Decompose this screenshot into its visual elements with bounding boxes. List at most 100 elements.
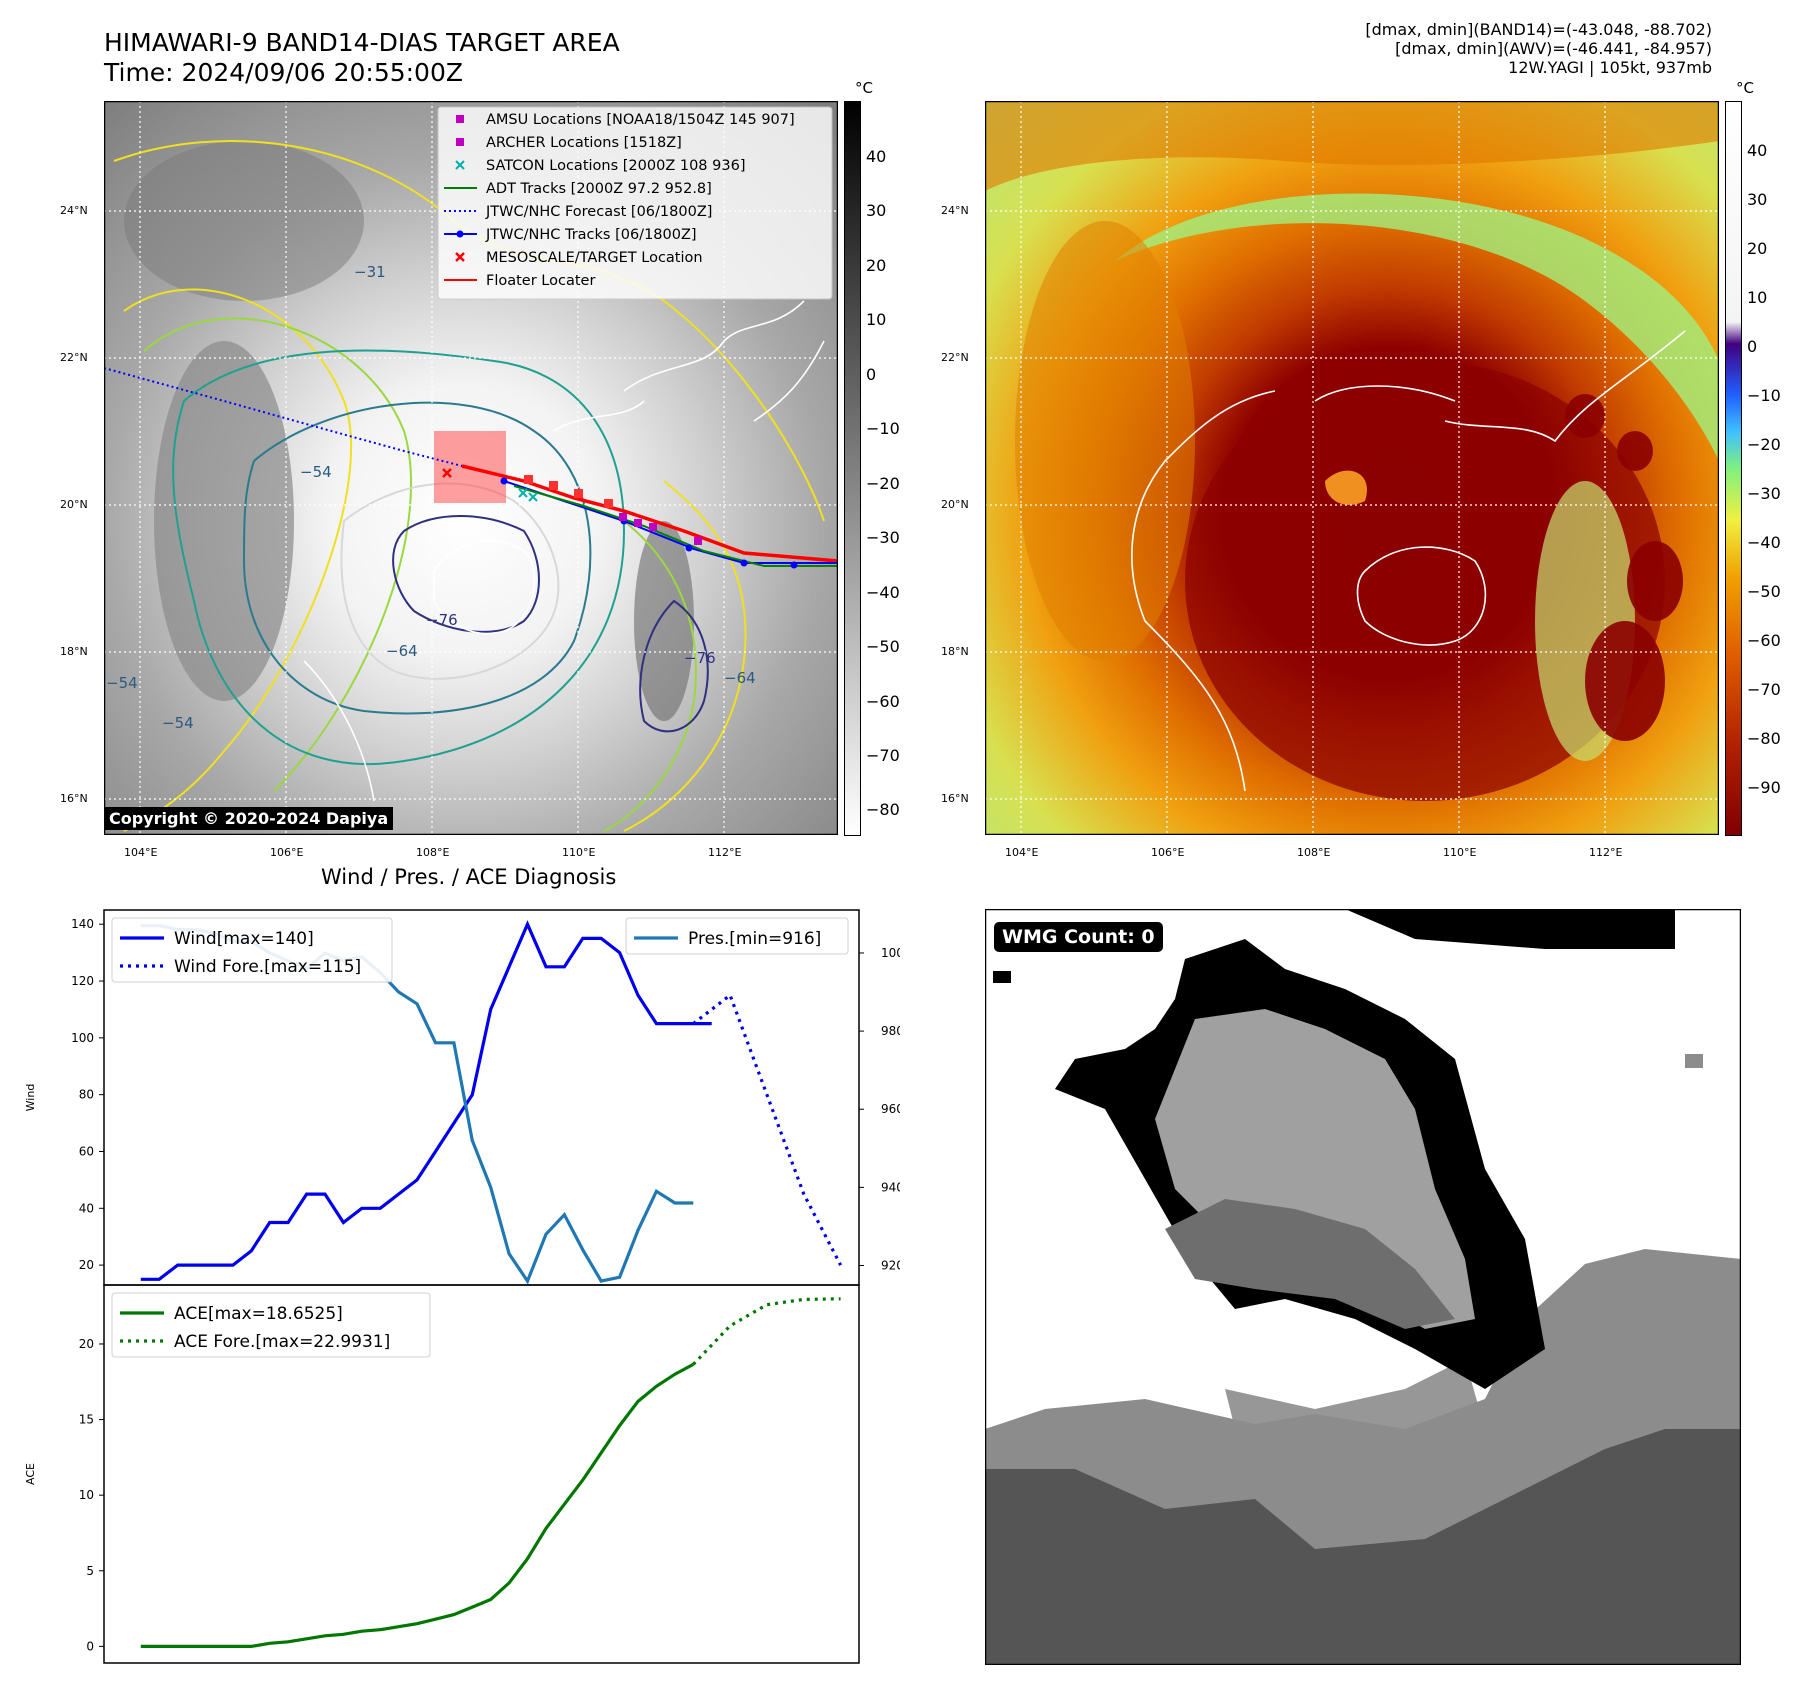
colorbar-tick: 10 bbox=[1747, 288, 1768, 307]
time-line: Time: 2024/09/06 20:55:00Z bbox=[104, 58, 463, 87]
diagnosis-title: Wind / Pres. / ACE Diagnosis bbox=[321, 865, 617, 889]
stats-line-1: [dmax, dmin](BAND14)=(-43.048, -88.702) bbox=[1365, 20, 1712, 39]
lon-tick: 112°E bbox=[1589, 846, 1623, 859]
colorbar-tick: 40 bbox=[866, 147, 887, 166]
colorbar-tick: 20 bbox=[866, 256, 887, 275]
colorbar-tick: −60 bbox=[1747, 631, 1781, 650]
lat-tick: 18°N bbox=[60, 645, 88, 658]
y-tick-label: 40 bbox=[79, 1201, 94, 1215]
series-line bbox=[692, 992, 843, 1266]
legend-label: ACE[max=18.6525] bbox=[174, 1304, 343, 1324]
lon-tick: 104°E bbox=[124, 846, 158, 859]
colorbar-tick: 0 bbox=[866, 365, 877, 384]
lon-tick: 110°E bbox=[562, 846, 596, 859]
colorbar-tick: 40 bbox=[1747, 141, 1768, 160]
stats-block: [dmax, dmin](BAND14)=(-43.048, -88.702) … bbox=[1365, 20, 1712, 77]
series-line bbox=[140, 920, 712, 1281]
colorbar-tick: −30 bbox=[866, 528, 900, 547]
lat-tick: 22°N bbox=[941, 351, 969, 364]
y-tick-label: 20 bbox=[79, 1258, 94, 1272]
lon-tick: 106°E bbox=[270, 846, 304, 859]
legend-entry: JTWC/NHC Forecast [06/1800Z] bbox=[485, 204, 712, 220]
colorbar-tick: −90 bbox=[1747, 778, 1781, 797]
lon-tick: 110°E bbox=[1443, 846, 1477, 859]
y-axis-label: Wind bbox=[24, 1084, 37, 1112]
lat-tick: 16°N bbox=[60, 792, 88, 805]
lat-tick: 16°N bbox=[941, 792, 969, 805]
colorbar-tick: 30 bbox=[1747, 190, 1768, 209]
contour-label: −76 bbox=[684, 649, 716, 667]
y2-tick-label: 940 bbox=[881, 1180, 900, 1194]
lat-tick: 18°N bbox=[941, 645, 969, 658]
y-tick-label: 5 bbox=[86, 1564, 94, 1578]
contour-label: −54 bbox=[300, 463, 332, 481]
legend-box bbox=[111, 1292, 431, 1358]
diagnosis-chart: 20406080100120140Wind9209409609801000Pre… bbox=[24, 909, 900, 1664]
lat-tick: 22°N bbox=[60, 351, 88, 364]
plot-frame bbox=[103, 1284, 860, 1664]
lon-tick: 108°E bbox=[1297, 846, 1331, 859]
ir-map-right bbox=[985, 101, 1719, 835]
colorbar-tick: 20 bbox=[1747, 239, 1768, 258]
y2-tick-label: 960 bbox=[881, 1102, 900, 1116]
colorbar-tick: −10 bbox=[1747, 386, 1781, 405]
legend-label: ACE Fore.[max=22.9931] bbox=[174, 1332, 390, 1352]
y-tick-label: 60 bbox=[79, 1144, 94, 1158]
color-colorbar bbox=[1725, 101, 1742, 836]
colorbar-tick: −70 bbox=[1747, 680, 1781, 699]
legend-entry: SATCON Locations [2000Z 108 936] bbox=[486, 158, 745, 174]
colorbar-tick: −50 bbox=[866, 637, 900, 656]
wmg-panel bbox=[985, 909, 1741, 1665]
legend-entry: JTWC/NHC Tracks [06/1800Z] bbox=[485, 227, 697, 243]
map-legend bbox=[437, 106, 833, 300]
legend-entry: AMSU Locations [NOAA18/1504Z 145 907] bbox=[486, 112, 795, 128]
lat-tick: 20°N bbox=[60, 498, 88, 511]
title-line: HIMAWARI-9 BAND14-DIAS TARGET AREA bbox=[104, 28, 620, 57]
colorbar-tick: −20 bbox=[1747, 435, 1781, 454]
copyright-badge: Copyright © 2020-2024 Dapiya bbox=[104, 807, 394, 830]
colorbar-unit: °C bbox=[1736, 79, 1754, 97]
series-line bbox=[692, 1297, 841, 1366]
colorbar-tick: −40 bbox=[866, 583, 900, 602]
colorbar-tick: −60 bbox=[866, 692, 900, 711]
y-tick-label: 120 bbox=[71, 974, 94, 988]
gray-colorbar bbox=[844, 101, 861, 836]
chart-title: HIMAWARI-9 BAND14-DIAS TARGET AREA Time:… bbox=[104, 28, 620, 88]
legend-entry: ADT Tracks [2000Z 97.2 952.8] bbox=[486, 181, 712, 197]
contour-label: −31 bbox=[354, 263, 386, 281]
stats-line-2: [dmax, dmin](AWV)=(-46.441, -84.957) bbox=[1395, 39, 1712, 58]
contour-label: −64 bbox=[386, 642, 418, 660]
colorbar-tick: −10 bbox=[866, 419, 900, 438]
lat-tick: 20°N bbox=[941, 498, 969, 511]
legend-entry: MESOSCALE/TARGET Location bbox=[486, 250, 703, 266]
stats-line-3: 12W.YAGI | 105kt, 937mb bbox=[1508, 58, 1712, 77]
y-tick-label: 20 bbox=[79, 1337, 94, 1351]
colorbar-unit: °C bbox=[855, 79, 873, 97]
colorbar-tick: −30 bbox=[1747, 484, 1781, 503]
contour-label: −54 bbox=[106, 674, 138, 692]
legend-box bbox=[111, 917, 393, 983]
y2-tick-label: 1000 bbox=[881, 946, 900, 960]
y-tick-label: 80 bbox=[79, 1088, 94, 1102]
series-line bbox=[140, 1362, 695, 1649]
lon-tick: 104°E bbox=[1005, 846, 1039, 859]
y-tick-label: 100 bbox=[71, 1031, 94, 1045]
colorbar-tick: −70 bbox=[866, 746, 900, 765]
colorbar-tick: 30 bbox=[866, 201, 887, 220]
contour-label: −54 bbox=[162, 714, 194, 732]
y-axis-label: ACE bbox=[24, 1463, 37, 1485]
y-tick-label: 140 bbox=[71, 917, 94, 931]
lat-tick: 24°N bbox=[60, 204, 88, 217]
colorbar-tick: 10 bbox=[866, 310, 887, 329]
y-tick-label: 0 bbox=[86, 1639, 94, 1653]
contour-label: −76 bbox=[426, 611, 458, 629]
lon-tick: 106°E bbox=[1151, 846, 1185, 859]
legend-label: Pres.[min=916] bbox=[688, 929, 821, 949]
lon-tick: 108°E bbox=[416, 846, 450, 859]
y-tick-label: 15 bbox=[79, 1413, 94, 1427]
legend-entry: ARCHER Locations [1518Z] bbox=[486, 135, 682, 151]
legend-entry: Floater Locater bbox=[486, 273, 595, 289]
colorbar-tick: −20 bbox=[866, 474, 900, 493]
legend-box bbox=[625, 917, 849, 955]
lat-tick: 24°N bbox=[941, 204, 969, 217]
